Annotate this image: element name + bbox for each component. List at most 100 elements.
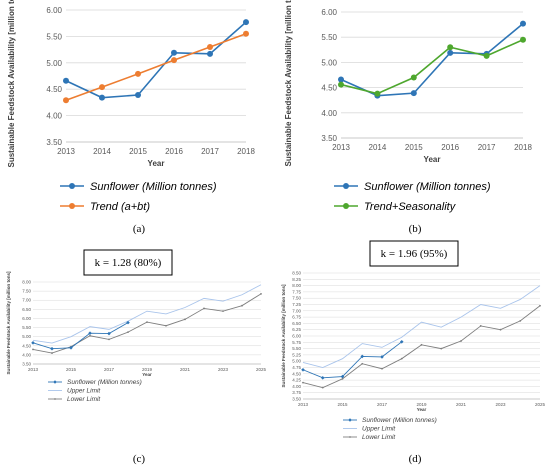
x-tick-label: 2013: [332, 143, 350, 152]
data-point: [341, 377, 344, 380]
legend-label: Sunflower (Million tonnes): [90, 181, 217, 193]
panel-caption-d: (d): [409, 453, 422, 465]
data-point: [460, 340, 462, 342]
y-tick-label: 5.75: [292, 340, 301, 345]
legend-label: Trend (a+bt): [90, 201, 150, 213]
y-tick-label: 4.00: [321, 109, 337, 118]
y-tick-label: 4.00: [22, 352, 31, 357]
legend-marker: [343, 183, 349, 189]
x-tick-label: 2015: [129, 147, 147, 156]
x-tick-label: 2014: [369, 143, 387, 152]
series-line-lower-limit: [302, 305, 541, 389]
y-axis-title: Sustainable Feedstock Availability [mill…: [284, 0, 293, 167]
legend-marker: [349, 436, 351, 438]
data-point: [374, 90, 381, 97]
y-tick-label: 7.00: [292, 308, 301, 313]
y-tick-label: 5.25: [292, 352, 301, 357]
data-point: [420, 343, 423, 346]
legend-marker: [348, 418, 352, 422]
k-annotation-c: k = 1.28 (80%): [83, 249, 173, 276]
data-point: [146, 321, 148, 323]
x-axis-title: Year: [148, 159, 165, 168]
data-point: [135, 70, 141, 77]
x-tick-label: 2025: [256, 367, 267, 372]
x-tick-label: 2023: [495, 402, 506, 407]
y-tick-label: 6.00: [292, 334, 301, 339]
series-line-lower-limit: [32, 293, 262, 354]
x-tick-label: 2016: [165, 147, 183, 156]
legend-item: Sunflower (Million tonnes): [60, 181, 217, 193]
series-line-sunflower-million-tonnes: [340, 22, 524, 97]
x-tick-label: 2019: [416, 402, 427, 407]
y-tick-label: 4.50: [292, 371, 301, 376]
y-tick-label: 3.50: [321, 134, 337, 143]
y-tick-label: 4.50: [321, 84, 337, 93]
legend-item: Lower Limit: [343, 434, 396, 441]
data-point: [171, 49, 177, 56]
data-point: [380, 355, 384, 359]
data-point: [184, 318, 186, 321]
legend-marker: [54, 398, 56, 400]
chart-panel-b: 3.50 4.00 4.50 5.00 5.50 6.00 2013 2014 2015 2016…: [284, 0, 532, 213]
y-tick-label: 7.50: [22, 289, 31, 294]
y-tick-label: 5.00: [22, 334, 31, 339]
panel-caption-a: (a): [133, 223, 146, 235]
data-point: [301, 367, 305, 372]
data-point: [338, 81, 344, 88]
series-line-upper-limit: [302, 285, 541, 368]
data-point: [499, 328, 502, 331]
data-point: [520, 20, 526, 27]
k-annotation-d: k = 1.96 (95%): [369, 240, 459, 267]
data-point: [171, 57, 177, 64]
legend-label: Upper Limit: [362, 426, 396, 433]
data-point: [410, 90, 417, 97]
data-point: [520, 36, 526, 43]
data-point: [483, 52, 490, 59]
data-point: [519, 319, 522, 322]
legend-marker: [343, 203, 349, 209]
legend-label: Sunflower (Million tonnes): [362, 417, 437, 424]
series-line-sunflower-million-tonnes: [32, 322, 129, 350]
y-tick-label: 3.50: [292, 397, 301, 402]
legend-item: Trend (a+bt): [60, 201, 150, 213]
data-point: [302, 381, 304, 384]
y-tick-label: 6.50: [22, 307, 31, 312]
data-point: [360, 354, 365, 359]
panel-caption-c: (c): [133, 453, 146, 465]
y-tick-label: 3.75: [292, 390, 301, 395]
data-point: [207, 43, 213, 50]
y-axis-title: Sustainable Feedstock Availability [mill…: [281, 284, 286, 387]
y-tick-label: 4.50: [22, 343, 31, 348]
series-line-upper-limit: [32, 284, 262, 344]
data-point: [51, 352, 53, 354]
x-tick-label: 2017: [201, 147, 219, 156]
x-tick-label: 2017: [104, 367, 115, 372]
y-tick-label: 8.00: [292, 283, 301, 288]
data-point: [31, 341, 35, 345]
x-tick-label: 2013: [57, 147, 75, 156]
y-axis-title: Sustainable Feedstock Availability [mill…: [7, 0, 16, 168]
y-tick-label: 4.50: [46, 85, 62, 94]
y-tick-label: 5.50: [46, 32, 62, 41]
data-point: [165, 324, 167, 327]
legend: Sunflower (Million tonnes) Trend+Seasonal…: [334, 181, 491, 213]
x-tick-label: 2018: [237, 147, 255, 156]
data-point: [69, 345, 73, 350]
legend-marker: [53, 380, 57, 384]
chart-panel-c: 3.50 4.00 4.50 5.00 5.50 6.00 6.50 7.00 7.50 8.00…: [6, 271, 267, 403]
y-tick-label: 6.25: [292, 327, 301, 332]
legend: Sunflower (Million tonnes) Trend (a+bt): [60, 181, 217, 213]
y-tick-label: 5.00: [292, 359, 301, 364]
data-point: [399, 339, 404, 344]
y-tick-label: 8.50: [292, 271, 301, 276]
legend-label: Lower Limit: [67, 396, 101, 403]
y-tick-label: 3.50: [22, 362, 31, 367]
data-point: [127, 331, 129, 334]
y-tick-label: 8.00: [22, 280, 31, 285]
legend: Sunflower (Million tonnes) Upper LimitLow…: [343, 417, 437, 441]
data-point: [400, 357, 403, 360]
legend-item: Sunflower (Million tonnes): [334, 181, 491, 193]
y-tick-label: 6.75: [292, 315, 301, 320]
data-point: [107, 331, 111, 336]
